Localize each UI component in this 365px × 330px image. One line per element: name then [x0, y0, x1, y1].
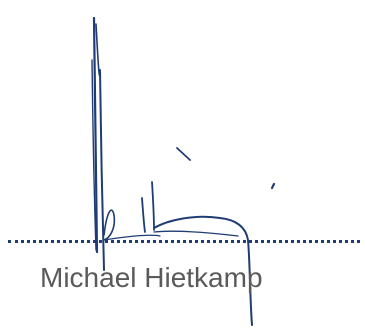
signature-line [8, 240, 360, 243]
signer-name: Michael Hietkamp [40, 262, 263, 293]
